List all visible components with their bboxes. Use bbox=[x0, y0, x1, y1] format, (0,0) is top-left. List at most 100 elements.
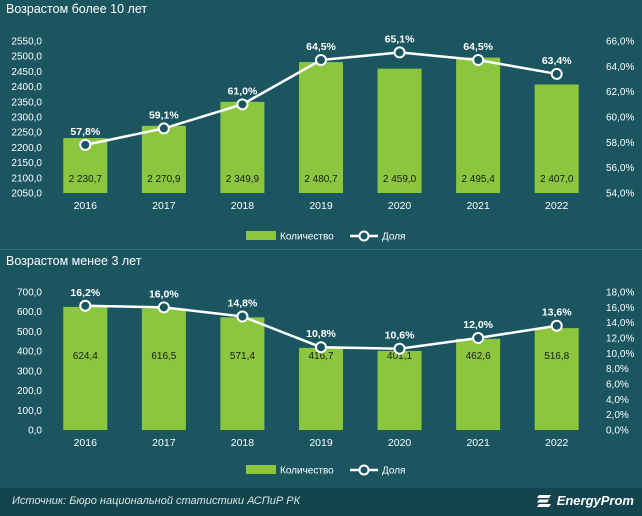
y2-tick-label: 0,0% bbox=[606, 426, 629, 437]
bar-value-label: 2 270,9 bbox=[147, 174, 181, 185]
share-value-label: 10,6% bbox=[385, 330, 415, 342]
y2-tick-label: 16,0% bbox=[606, 303, 634, 314]
share-value-label: 63,4% bbox=[542, 55, 572, 67]
bar bbox=[141, 308, 186, 430]
share-marker bbox=[393, 46, 406, 59]
y2-tick-label: 66,0% bbox=[606, 37, 634, 48]
y-tick-label: 2150,0 bbox=[11, 158, 42, 169]
legend-marker-swatch bbox=[358, 230, 370, 242]
share-marker bbox=[236, 98, 249, 111]
x-tick-label: 2019 bbox=[309, 437, 333, 449]
legend-label: Количество bbox=[280, 466, 334, 477]
bar-value-label: 2 349,9 bbox=[226, 174, 260, 185]
y-tick-label: 2100,0 bbox=[11, 173, 42, 184]
chart-panel-older-10: Возрастом более 10 лет 2050,0 2100,0 2150,… bbox=[0, 0, 642, 248]
chart-svg: 0,0 100,0 200,0 300,0 400,0 500,0 600,0 700,0 0,… bbox=[17, 287, 634, 477]
bar-value-label: 416,7 bbox=[308, 351, 333, 362]
bar-value-label: 2 459,0 bbox=[383, 174, 417, 185]
brand-name: EnergyProm bbox=[556, 493, 634, 508]
y2-tick-label: 2,0% bbox=[606, 410, 629, 421]
share-marker bbox=[472, 54, 485, 66]
y-tick-label: 2200,0 bbox=[11, 143, 42, 154]
y-tick-label: 2500,0 bbox=[11, 52, 42, 63]
bar-value-label: 2 480,7 bbox=[304, 174, 338, 185]
bar bbox=[534, 84, 579, 193]
share-value-label: 12,0% bbox=[463, 319, 493, 331]
legend-bar-swatch bbox=[246, 465, 276, 474]
y-tick-label: 2450,0 bbox=[11, 67, 42, 78]
bar bbox=[534, 328, 579, 430]
bar-value-label: 2 230,7 bbox=[69, 174, 103, 185]
y-tick-label: 2400,0 bbox=[11, 82, 42, 93]
share-value-label: 57,8% bbox=[70, 126, 100, 138]
legend: Количество Доля bbox=[246, 230, 405, 243]
bar-value-label: 2 407,0 bbox=[540, 174, 574, 185]
y2-tick-label: 62,0% bbox=[606, 87, 634, 98]
brand: EnergyProm bbox=[536, 493, 634, 508]
bar bbox=[456, 57, 501, 193]
x-tick-label: 2019 bbox=[309, 200, 333, 212]
x-tick-label: 2020 bbox=[388, 200, 412, 212]
share-value-label: 13,6% bbox=[542, 307, 572, 319]
y-tick-label: 0,0 bbox=[28, 426, 42, 437]
share-marker bbox=[550, 319, 563, 332]
x-tick-label: 2017 bbox=[152, 200, 176, 212]
y2-tick-label: 4,0% bbox=[606, 395, 629, 406]
x-tick-label: 2022 bbox=[545, 437, 569, 449]
share-marker bbox=[157, 122, 170, 135]
x-tick-label: 2021 bbox=[466, 200, 490, 212]
share-marker bbox=[236, 310, 249, 323]
footer: Источник: Бюро национальной статистики А… bbox=[0, 488, 642, 516]
bar bbox=[377, 68, 422, 193]
y-tick-label: 2300,0 bbox=[11, 113, 42, 124]
bar-value-label: 516,8 bbox=[544, 351, 569, 362]
share-marker bbox=[315, 341, 327, 354]
share-marker bbox=[393, 342, 406, 355]
y2-tick-label: 58,0% bbox=[606, 138, 634, 149]
bar bbox=[220, 101, 265, 193]
bar bbox=[220, 317, 265, 430]
bar bbox=[299, 62, 343, 193]
share-marker bbox=[79, 299, 92, 312]
y-tick-label: 2250,0 bbox=[11, 128, 42, 139]
legend-label: Доля bbox=[382, 232, 405, 243]
share-marker bbox=[315, 54, 327, 66]
y-tick-label: 300,0 bbox=[17, 366, 42, 377]
bar-value-label: 401,1 bbox=[387, 351, 412, 362]
bar-value-label: 624,4 bbox=[73, 351, 98, 362]
share-value-label: 64,5% bbox=[463, 41, 493, 53]
x-tick-label: 2018 bbox=[231, 200, 255, 212]
y-tick-label: 400,0 bbox=[17, 347, 42, 358]
share-value-label: 59,1% bbox=[149, 109, 179, 121]
y-tick-label: 600,0 bbox=[17, 307, 42, 318]
share-value-label: 14,8% bbox=[228, 298, 258, 310]
chart-title: Возрастом более 10 лет bbox=[6, 2, 148, 16]
bar-value-label: 2 495,4 bbox=[461, 174, 495, 185]
y-tick-label: 200,0 bbox=[17, 386, 42, 397]
y2-tick-label: 8,0% bbox=[606, 364, 629, 375]
legend-label: Доля bbox=[382, 466, 405, 477]
chart-title: Возрастом менее 3 лет bbox=[6, 254, 142, 268]
share-value-label: 64,5% bbox=[306, 41, 336, 53]
chart-panel-younger-3: Возрастом менее 3 лет 0,0 100,0 200,0 300,0… bbox=[0, 252, 642, 488]
y-tick-label: 100,0 bbox=[17, 406, 42, 417]
share-value-label: 65,1% bbox=[385, 33, 415, 45]
share-marker bbox=[79, 138, 92, 151]
bar-value-label: 462,6 bbox=[466, 351, 491, 362]
share-marker bbox=[472, 332, 485, 344]
bar bbox=[141, 125, 186, 193]
x-tick-label: 2022 bbox=[545, 200, 569, 212]
share-marker bbox=[157, 301, 170, 314]
x-tick-label: 2020 bbox=[388, 437, 412, 449]
share-value-label: 16,2% bbox=[70, 287, 100, 299]
y-tick-label: 500,0 bbox=[17, 327, 42, 338]
legend-marker-swatch bbox=[358, 464, 370, 476]
bar bbox=[456, 338, 501, 430]
y-tick-label: 700,0 bbox=[17, 288, 42, 299]
bar-value-label: 616,5 bbox=[151, 351, 176, 362]
y-tick-label: 2050,0 bbox=[11, 189, 42, 200]
y2-tick-label: 54,0% bbox=[606, 189, 634, 200]
legend: Количество Доля bbox=[246, 464, 405, 477]
x-tick-label: 2018 bbox=[231, 437, 255, 449]
y2-tick-label: 14,0% bbox=[606, 318, 634, 329]
